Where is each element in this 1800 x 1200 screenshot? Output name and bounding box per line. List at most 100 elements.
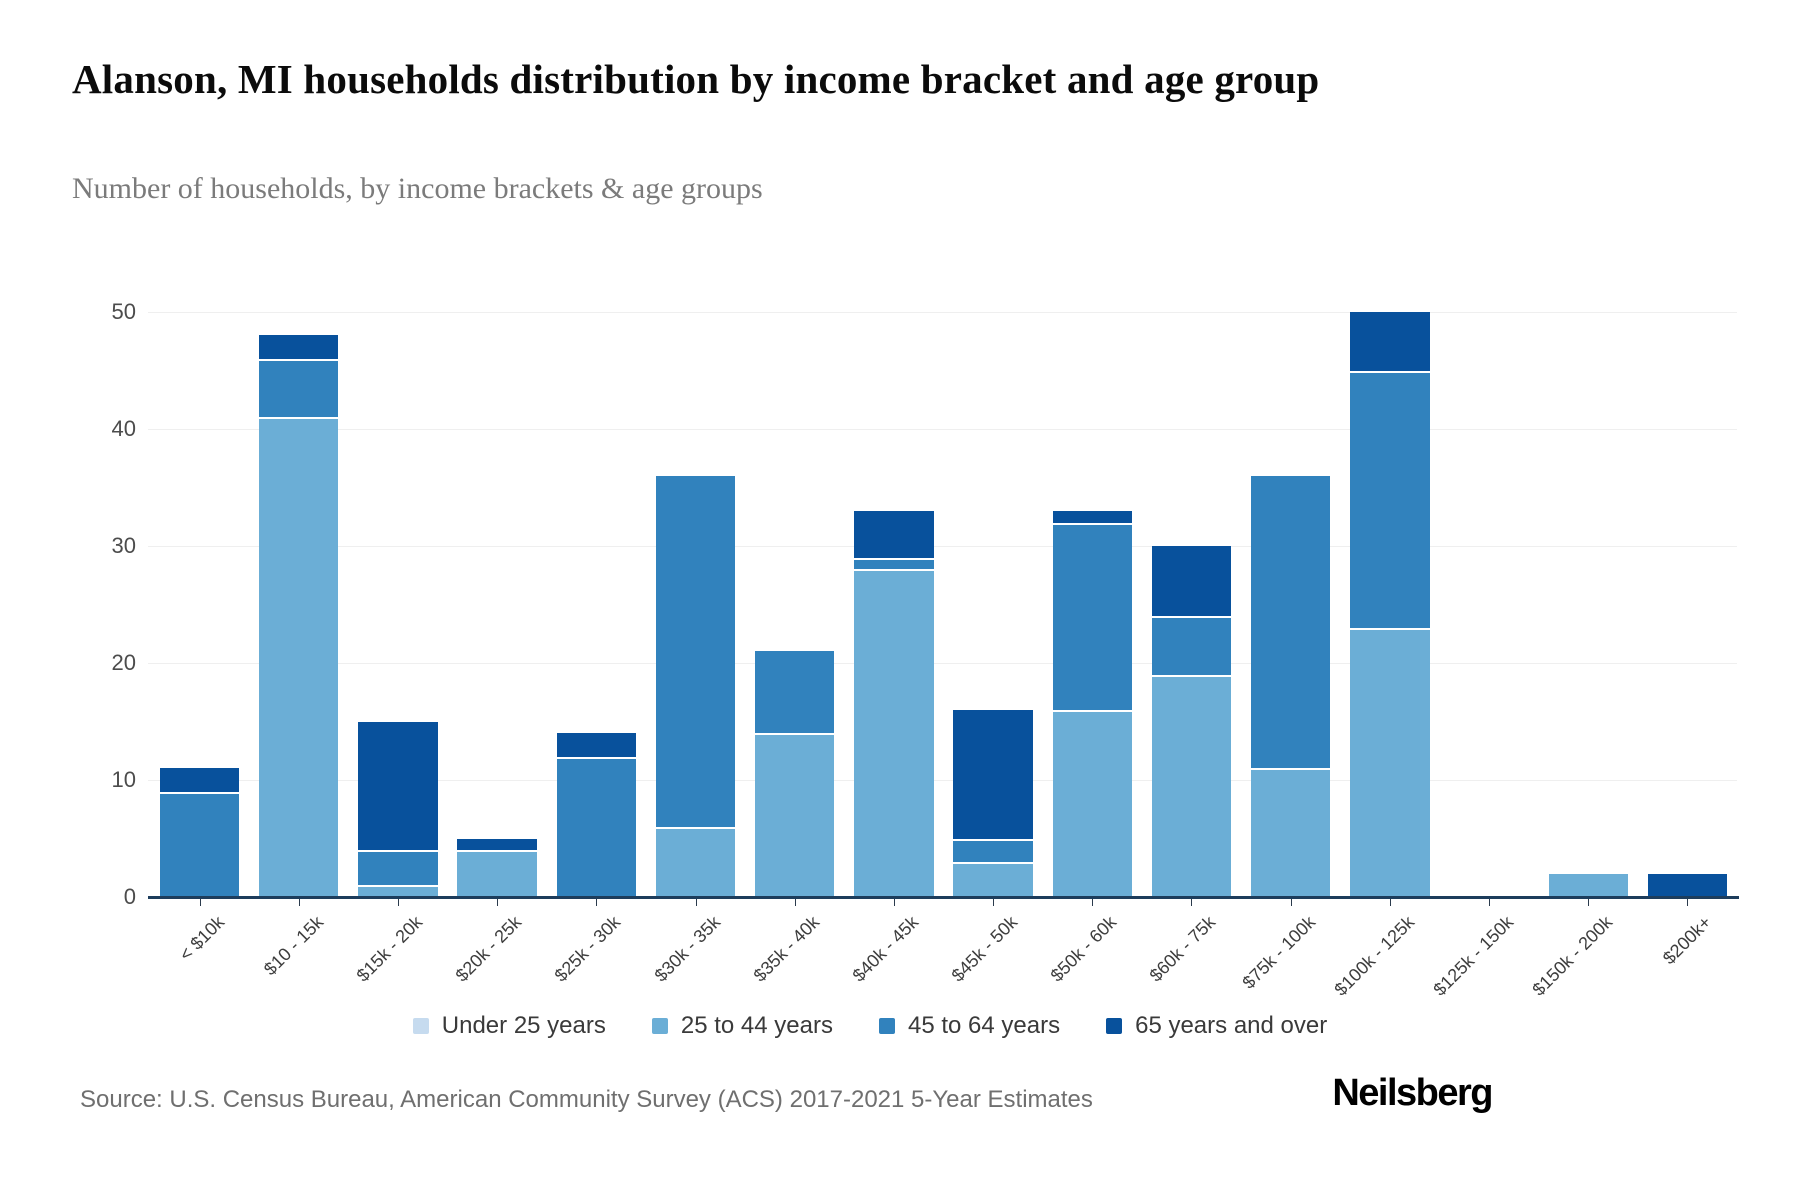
- bar-segment-45-to-64-years[interactable]: [259, 358, 339, 418]
- bar-segment-45-to-64-years[interactable]: [159, 791, 240, 897]
- gridline: [148, 429, 1737, 430]
- stacked-bar-75k-100k: [1250, 475, 1331, 897]
- bar-segment-65-years-and-over[interactable]: [556, 733, 637, 757]
- chart-subtitle: Number of households, by income brackets…: [72, 172, 763, 205]
- x-axis-tick-label: $25k - 30k: [550, 912, 625, 986]
- x-axis-tick: [199, 899, 201, 906]
- bar-segment-45-to-64-years[interactable]: [755, 651, 835, 734]
- x-axis-tick: [1489, 899, 1491, 906]
- x-axis-tick-label: $15k - 20k: [352, 912, 427, 986]
- x-axis-tick: [1389, 899, 1391, 906]
- bar-segment-45-to-64-years[interactable]: [1350, 370, 1430, 628]
- stacked-bar-100k-125k: [1350, 312, 1430, 897]
- bar-slot: [150, 312, 249, 897]
- gridline: [148, 312, 1737, 313]
- bar-segment-65-years-and-over[interactable]: [1151, 546, 1232, 617]
- bar-segment-25-to-44-years[interactable]: [457, 850, 537, 897]
- legend-item-under-25-years[interactable]: Under 25 years: [412, 1012, 606, 1040]
- bar-segment-65-years-and-over[interactable]: [358, 721, 438, 851]
- legend-swatch: [412, 1018, 429, 1034]
- bar-slot: [944, 312, 1043, 897]
- stacked-bar-35k-40k: [755, 651, 835, 897]
- bar-segment-45-to-64-years[interactable]: [1250, 475, 1331, 769]
- bar-segment-25-to-44-years[interactable]: [755, 733, 835, 897]
- bar-segment-45-to-64-years[interactable]: [358, 850, 438, 886]
- bar-segment-25-to-44-years[interactable]: [953, 861, 1033, 897]
- bar-segment-25-to-44-years[interactable]: [1052, 709, 1132, 897]
- bar-segment-65-years-and-over[interactable]: [854, 510, 934, 558]
- y-axis-tick-label: 10: [111, 767, 136, 792]
- chart-title: Alanson, MI households distribution by i…: [72, 56, 1320, 102]
- x-axis-tick-label: $50k - 60k: [1046, 912, 1121, 986]
- bar-segment-25-to-44-years[interactable]: [1548, 873, 1628, 897]
- x-axis-tick: [1191, 899, 1193, 906]
- y-axis-tick-label: 30: [111, 533, 136, 558]
- bar-segment-45-to-64-years[interactable]: [1052, 522, 1132, 710]
- stacked-bar-15k-20k: [358, 721, 438, 897]
- stacked-bar-40k-45k: [854, 510, 934, 897]
- legend-item-25-to-44-years[interactable]: 25 to 44 years: [651, 1012, 833, 1040]
- stacked-bar-30k-35k: [655, 475, 736, 897]
- x-axis-tick-label: $45k - 50k: [947, 912, 1022, 986]
- legend-swatch: [1106, 1018, 1123, 1034]
- bar-segment-45-to-64-years[interactable]: [655, 475, 736, 827]
- bar-slot: [745, 312, 844, 897]
- legend-item-45-to-64-years[interactable]: 45 to 64 years: [878, 1012, 1060, 1040]
- bar-segment-65-years-and-over[interactable]: [1052, 510, 1132, 523]
- stacked-bar-10-15k: [259, 335, 339, 897]
- bar-segment-65-years-and-over[interactable]: [1350, 312, 1430, 371]
- legend-swatch: [878, 1018, 895, 1034]
- y-axis-tick-label: 0: [123, 884, 136, 909]
- stacked-bar-200k: [1647, 873, 1728, 897]
- source-text: Source: U.S. Census Bureau, American Com…: [80, 1086, 1093, 1113]
- bar-segment-25-to-44-years[interactable]: [1151, 674, 1232, 897]
- bar-segment-25-to-44-years[interactable]: [1250, 768, 1331, 897]
- x-axis-tick-label: $60k - 75k: [1146, 912, 1220, 986]
- stacked-bar-45k-50k: [953, 709, 1033, 897]
- x-axis-tick: [1687, 899, 1689, 906]
- x-axis-tick: [993, 899, 995, 906]
- gridline: [148, 663, 1737, 664]
- y-axis-tick-label: 40: [111, 416, 136, 441]
- x-axis-tick: [1092, 899, 1094, 906]
- x-axis-tick-label: $20k - 25k: [451, 912, 526, 986]
- bar-slot: [1539, 312, 1638, 897]
- bar-segment-25-to-44-years[interactable]: [1350, 627, 1430, 897]
- bar-segment-45-to-64-years[interactable]: [854, 557, 934, 570]
- bar-segment-25-to-44-years[interactable]: [358, 885, 438, 897]
- bar-slot: [249, 312, 348, 897]
- bar-slot: [1638, 312, 1737, 897]
- bar-segment-25-to-44-years[interactable]: [854, 569, 934, 897]
- bar-segment-65-years-and-over[interactable]: [159, 768, 240, 792]
- x-axis-tick-label: $35k - 40k: [749, 912, 823, 986]
- bar-slot: [448, 312, 547, 897]
- legend-label: 65 years and over: [1135, 1012, 1328, 1039]
- stacked-bar-150k-200k: [1548, 873, 1628, 897]
- bar-segment-45-to-64-years[interactable]: [556, 756, 637, 897]
- bar-segment-25-to-44-years[interactable]: [655, 826, 736, 897]
- y-axis-tick-label: 50: [111, 299, 136, 324]
- bar-segment-65-years-and-over[interactable]: [1647, 873, 1728, 897]
- legend-swatch: [651, 1018, 668, 1034]
- bar-slot: [1340, 312, 1439, 897]
- bar-segment-65-years-and-over[interactable]: [259, 335, 339, 359]
- x-axis-tick: [596, 899, 598, 906]
- gridline: [148, 780, 1737, 781]
- x-axis-tick: [298, 899, 300, 906]
- bar-slot: [1043, 312, 1142, 897]
- x-axis-tick: [497, 899, 499, 906]
- x-axis-tick: [1588, 899, 1590, 906]
- bar-segment-65-years-and-over[interactable]: [457, 838, 537, 851]
- x-axis-tick-label: $150k - 200k: [1528, 912, 1617, 1000]
- stacked-bar-25k-30k: [556, 733, 637, 897]
- bar-segment-45-to-64-years[interactable]: [953, 838, 1033, 862]
- legend-item-65-years-and-over[interactable]: 65 years and over: [1106, 1012, 1327, 1040]
- bar-segment-45-to-64-years[interactable]: [1151, 616, 1232, 675]
- neilsberg-logo: Neilsberg: [1332, 1072, 1493, 1114]
- y-axis-tick-label: 20: [111, 650, 136, 675]
- bar-segment-25-to-44-years[interactable]: [259, 417, 339, 897]
- bar-segment-65-years-and-over[interactable]: [953, 709, 1033, 839]
- bar-slot: [1439, 312, 1538, 897]
- stacked-bar-20k-25k: [457, 838, 537, 897]
